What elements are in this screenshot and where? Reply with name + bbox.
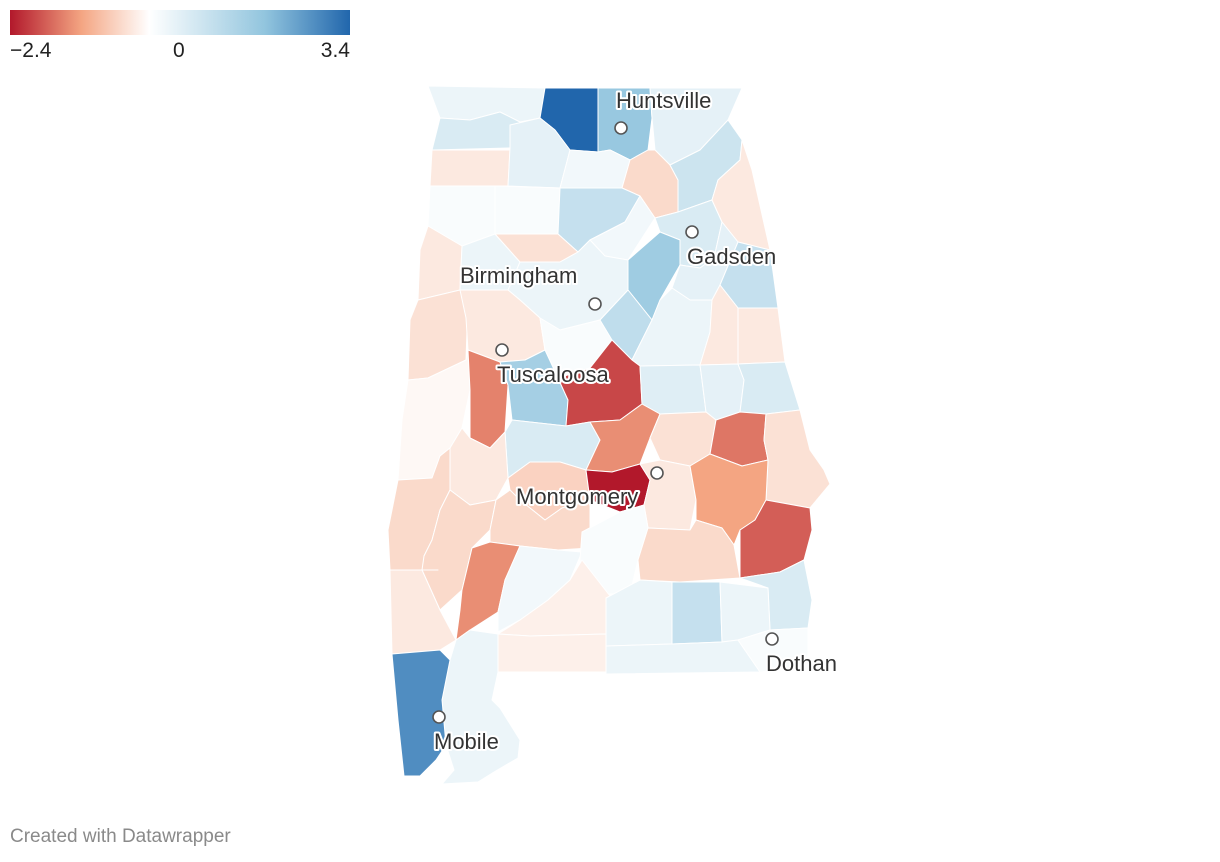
county-region[interactable] [391,649,451,777]
county-region[interactable] [639,364,707,415]
city-label: Huntsville [616,88,711,113]
county-region[interactable] [455,541,521,641]
city-marker[interactable]: Dothan [764,632,839,678]
county-region[interactable] [559,149,631,189]
county-region[interactable] [497,633,607,673]
city-marker[interactable]: Montgomery [514,466,664,511]
city-dot-icon [650,466,664,480]
city-label: Tuscaloosa [497,362,609,387]
datawrapper-credit: Created with Datawrapper [10,826,231,847]
county-layer [387,85,831,785]
county-region[interactable] [429,149,511,187]
city-marker[interactable]: Birmingham [458,261,602,311]
legend-gradient-bar [10,10,350,35]
legend-max-label: 3.4 [320,39,350,62]
city-markers: Huntsville Gadsden Birmingham Tuscaloosa… [432,86,839,756]
county-region[interactable] [699,363,745,421]
city-marker[interactable]: Gadsden [685,225,778,271]
county-region[interactable] [737,307,786,365]
county-region[interactable] [737,361,801,415]
county-region[interactable] [763,409,831,509]
city-dot-icon [614,121,628,135]
color-legend: −2.4 0 3.4 [10,10,350,64]
county-region[interactable] [585,403,661,473]
legend-min-label: −2.4 [10,39,52,62]
county-region[interactable] [637,519,741,583]
city-label: Mobile [434,729,499,754]
city-dot-icon [495,343,509,357]
county-region[interactable] [605,639,761,675]
county-region[interactable] [671,581,723,645]
city-marker[interactable]: Tuscaloosa [495,343,611,389]
legend-zero-label: 0 [173,39,185,62]
city-dot-icon [432,710,446,724]
city-label: Gadsden [687,244,776,269]
city-dot-icon [685,225,699,239]
county-region[interactable] [639,459,697,531]
city-label: Montgomery [516,484,638,509]
city-label: Dothan [766,651,837,676]
county-region[interactable] [494,185,561,235]
city-marker[interactable]: Huntsville [614,86,713,135]
city-marker[interactable]: Mobile [432,710,501,756]
city-label: Birmingham [460,263,577,288]
county-region[interactable] [489,489,591,551]
city-dot-icon [765,632,779,646]
county-region[interactable] [737,627,809,673]
city-dot-icon [588,297,602,311]
